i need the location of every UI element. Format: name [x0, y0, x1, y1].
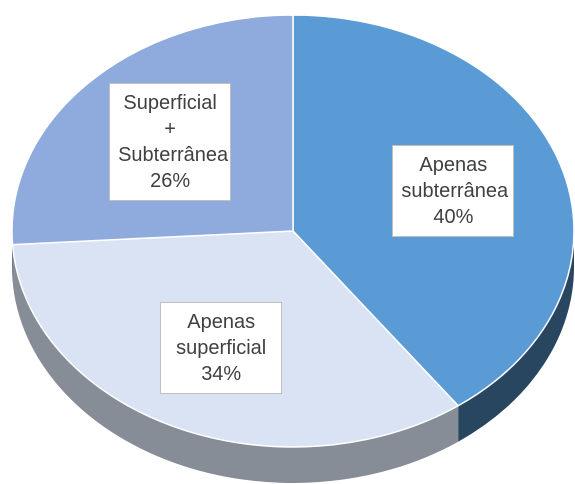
label-value: 40% — [433, 205, 474, 228]
data-label: Superficial + Subterrânea 26% — [109, 83, 232, 202]
slice-side — [458, 231, 574, 442]
label-value: 34% — [201, 363, 242, 386]
label-category: Apenas superficial — [176, 311, 267, 360]
data-label: Apenas superficial 34% — [160, 302, 283, 395]
label-value: 26% — [150, 170, 191, 193]
slice-side — [12, 244, 459, 484]
label-category: Apenas subterrânea — [401, 153, 509, 202]
label-category: Superficial + Subterrânea — [118, 92, 229, 167]
data-label: Apenas subterrânea 40% — [392, 144, 515, 237]
